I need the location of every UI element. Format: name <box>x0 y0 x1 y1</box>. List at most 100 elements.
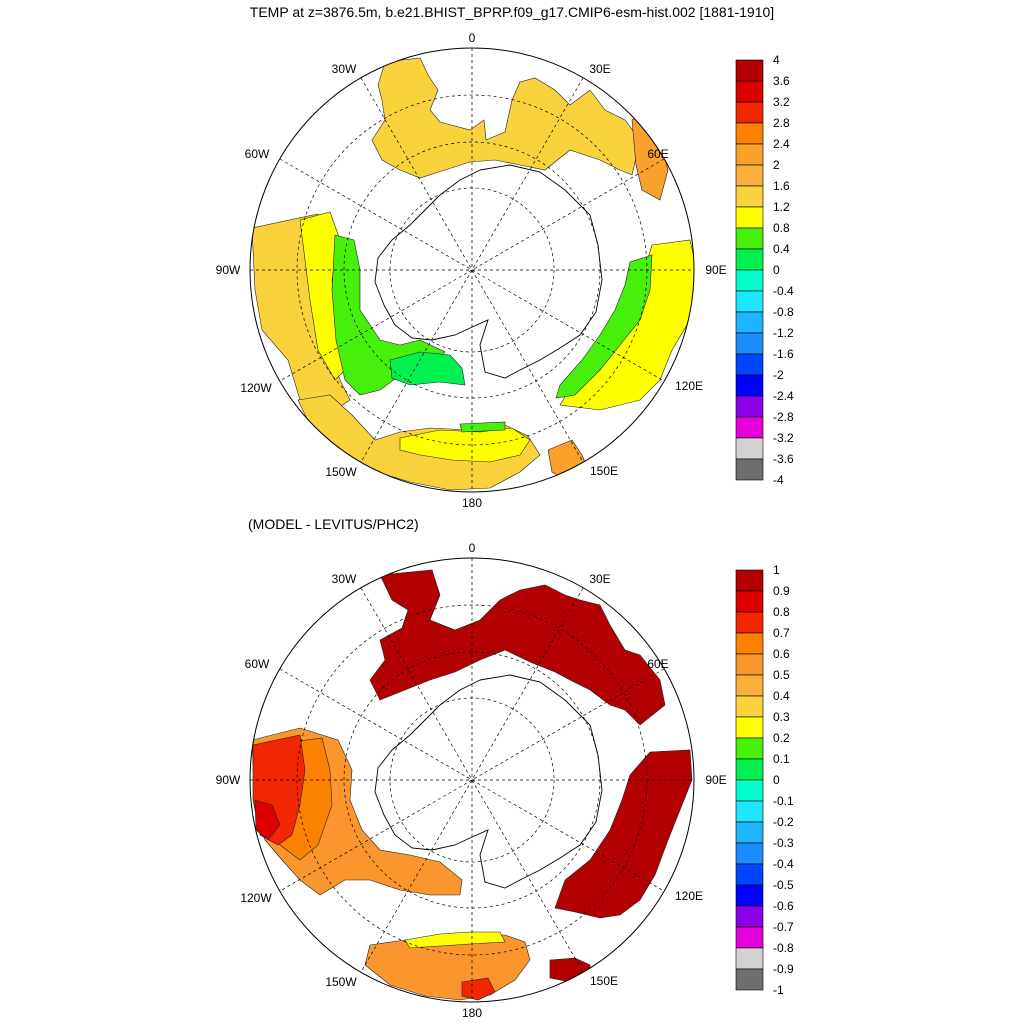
colorbar-label: -0.7 <box>773 920 794 934</box>
colorbar-label: 0.8 <box>773 605 790 619</box>
field-pacific-south-core <box>461 977 496 1001</box>
colorbar-swatch <box>735 842 764 865</box>
graticule <box>250 48 694 492</box>
figure-title: TEMP at z=3876.5m, b.e21.BHIST_BPRP.f09_… <box>249 4 775 20</box>
colorbar-label: 0.9 <box>773 584 790 598</box>
colorbar-label: 0.2 <box>773 731 790 745</box>
colorbar-swatch <box>735 290 764 313</box>
lon-label-90w: 90W <box>216 263 241 277</box>
field-atlantic-south <box>369 569 666 726</box>
colorbar-swatch <box>735 248 764 271</box>
colorbar-swatch <box>735 632 764 655</box>
lon-label-120w: 120W <box>240 381 272 395</box>
field-pacific-south-core <box>459 421 506 433</box>
colorbar-swatch <box>735 695 764 718</box>
colorbar-swatch <box>735 653 764 676</box>
colorbar-swatch <box>735 800 764 823</box>
colorbar-label: 1.2 <box>773 200 790 214</box>
colorbar-label: -1 <box>773 983 784 997</box>
colorbar-swatch <box>735 353 764 376</box>
lon-label-30e: 30E <box>589 62 610 76</box>
map-panel-model: 0 30E 60E 90E 120E 150E 180 150W 120W 90… <box>216 31 794 510</box>
colorbar-swatch <box>735 863 764 886</box>
lon-label-180: 180 <box>462 1006 482 1020</box>
colorbar-swatch <box>735 569 764 592</box>
lon-label-90w: 90W <box>216 773 241 787</box>
colorbar-label: 0 <box>773 263 780 277</box>
colorbar-label: -2 <box>773 368 784 382</box>
lon-label-120e: 120E <box>675 889 703 903</box>
colorbar-swatch <box>735 269 764 292</box>
colorbar-swatch <box>735 926 764 949</box>
lon-label-90e: 90E <box>705 263 726 277</box>
colorbar-label: -3.6 <box>773 452 794 466</box>
field-layer <box>251 569 693 1001</box>
colorbar-label: -0.3 <box>773 836 794 850</box>
colorbar-label: 0.4 <box>773 242 790 256</box>
lon-label-0: 0 <box>469 541 476 555</box>
colorbar-swatch <box>735 227 764 250</box>
colorbar-swatch <box>735 185 764 208</box>
field-pacific-east-core <box>254 799 281 841</box>
colorbar-swatch <box>735 905 764 928</box>
graticule <box>250 558 694 1002</box>
field-indian-east-inner <box>555 254 653 399</box>
colorbar-swatch <box>735 716 764 739</box>
field-layer <box>251 57 694 491</box>
colorbar-label: -0.6 <box>773 899 794 913</box>
colorbar-swatch <box>735 758 764 781</box>
colorbar-swatch <box>735 674 764 697</box>
colorbar-label: -1.2 <box>773 326 794 340</box>
colorbar-swatch <box>735 164 764 187</box>
colorbar-swatch <box>735 779 764 802</box>
colorbar-label: -0.5 <box>773 878 794 892</box>
colorbar-swatch <box>735 437 764 460</box>
colorbar-swatch <box>735 737 764 760</box>
colorbar-label: -0.1 <box>773 794 794 808</box>
colorbar-label: -0.4 <box>773 857 794 871</box>
lon-label-60e: 60E <box>647 147 668 161</box>
lon-label-30e: 30E <box>589 572 610 586</box>
panel-subtitle: (MODEL - LEVITUS/PHC2) <box>248 516 419 532</box>
colorbar-swatch <box>735 59 764 82</box>
colorbar-label: -0.2 <box>773 815 794 829</box>
colorbar-swatch <box>735 968 764 991</box>
colorbar-label: 0.8 <box>773 221 790 235</box>
colorbar-label: -4 <box>773 473 784 487</box>
colorbar-swatch <box>735 611 764 634</box>
lon-label-150e: 150E <box>590 974 618 988</box>
lon-label-30w: 30W <box>332 572 357 586</box>
colorbar-label: -0.8 <box>773 305 794 319</box>
colorbar-swatch <box>735 458 764 481</box>
antarctica-outline <box>374 674 603 889</box>
colorbar-swatch <box>735 143 764 166</box>
colorbar-label: 2.8 <box>773 116 790 130</box>
colorbar-difference: 1 0.9 0.8 0.7 0.6 0.5 0.4 0.3 0.2 0.1 0 -0.1 -0.2 -0.… <box>735 563 794 997</box>
colorbar-label: 2 <box>773 158 780 172</box>
map-boundary <box>249 47 695 493</box>
colorbar-swatch <box>735 395 764 418</box>
colorbar-label: 0.6 <box>773 647 790 661</box>
field-tasman <box>549 957 591 983</box>
field-pacific-east-edge <box>389 351 466 386</box>
lon-label-120w: 120W <box>240 891 272 905</box>
field-atlantic-south <box>371 57 641 179</box>
colorbar-label: -2.4 <box>773 389 794 403</box>
lon-label-180: 180 <box>462 496 482 510</box>
colorbar-label: 0 <box>773 773 780 787</box>
colorbar-swatch <box>735 311 764 334</box>
colorbar-label: 3.2 <box>773 95 790 109</box>
lon-label-0: 0 <box>469 31 476 45</box>
colorbar-label: 0.1 <box>773 752 790 766</box>
colorbar-label: 0.4 <box>773 689 790 703</box>
colorbar-label: 3.6 <box>773 74 790 88</box>
colorbar-label: 4 <box>773 53 780 67</box>
colorbar-label: -1.6 <box>773 347 794 361</box>
colorbar-swatch <box>735 947 764 970</box>
longitude-labels: 0 30E 60E 90E 120E 150E 180 150W 120W 90… <box>216 31 727 510</box>
colorbar-swatch <box>735 80 764 103</box>
lon-label-90e: 90E <box>705 773 726 787</box>
colorbar-label: 2.4 <box>773 137 790 151</box>
colorbar-label: -2.8 <box>773 410 794 424</box>
colorbar-swatch <box>735 590 764 613</box>
